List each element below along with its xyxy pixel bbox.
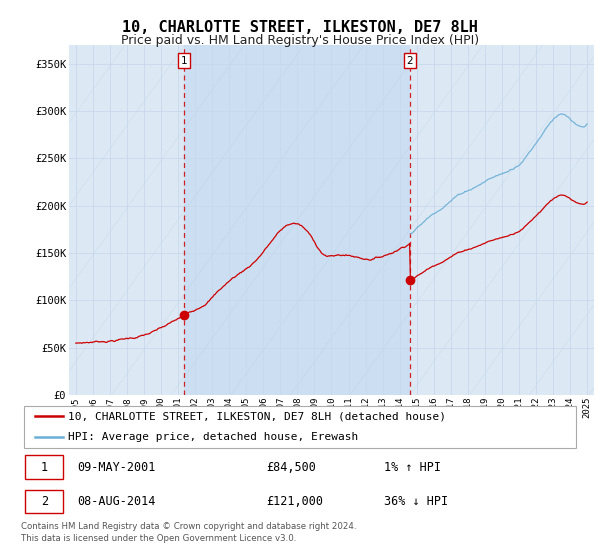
FancyBboxPatch shape [25,489,64,514]
FancyBboxPatch shape [25,455,64,479]
Text: 1% ↑ HPI: 1% ↑ HPI [384,461,440,474]
Text: Contains HM Land Registry data © Crown copyright and database right 2024.
This d: Contains HM Land Registry data © Crown c… [21,522,356,543]
Text: 1: 1 [41,461,48,474]
Text: 2: 2 [407,55,413,66]
Text: 2: 2 [41,495,48,508]
Text: HPI: Average price, detached house, Erewash: HPI: Average price, detached house, Erew… [68,432,359,442]
Text: £121,000: £121,000 [266,495,323,508]
Text: 09-MAY-2001: 09-MAY-2001 [77,461,155,474]
FancyBboxPatch shape [24,405,576,448]
Text: £84,500: £84,500 [266,461,316,474]
Text: Price paid vs. HM Land Registry's House Price Index (HPI): Price paid vs. HM Land Registry's House … [121,34,479,46]
Text: 10, CHARLOTTE STREET, ILKESTON, DE7 8LH: 10, CHARLOTTE STREET, ILKESTON, DE7 8LH [122,20,478,35]
Text: 1: 1 [181,55,187,66]
Text: 36% ↓ HPI: 36% ↓ HPI [384,495,448,508]
Text: 08-AUG-2014: 08-AUG-2014 [77,495,155,508]
Bar [184,45,410,395]
Text: 10, CHARLOTTE STREET, ILKESTON, DE7 8LH (detached house): 10, CHARLOTTE STREET, ILKESTON, DE7 8LH … [68,411,446,421]
